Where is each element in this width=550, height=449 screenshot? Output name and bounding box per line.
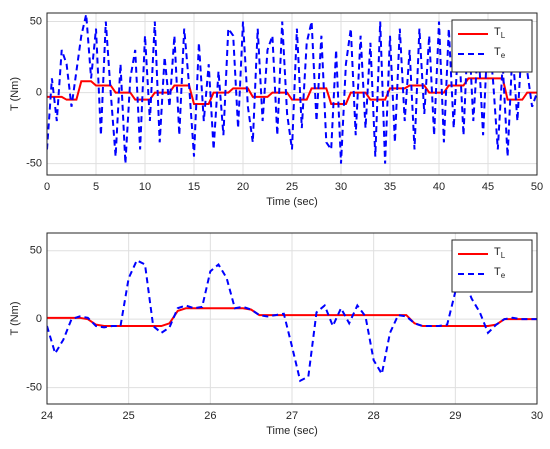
x-tick-label: 24	[41, 410, 53, 422]
x-tick-label: 35	[384, 181, 396, 193]
x-tick-label: 26	[204, 410, 216, 422]
legend-label: TL	[494, 246, 506, 260]
data-line	[47, 307, 537, 328]
legend-box	[451, 19, 533, 73]
x-tick-label: 40	[433, 181, 445, 193]
legend-label: Te	[494, 266, 506, 280]
x-tick-label: 25	[286, 181, 298, 193]
x-tick-label: 15	[188, 181, 200, 193]
y-tick-label: 0	[36, 86, 42, 98]
x-axis-label: Time (sec)	[266, 425, 318, 437]
x-tick-label: 25	[123, 410, 135, 422]
y-tick-label: 0	[36, 313, 42, 325]
y-tick-label: -50	[26, 381, 42, 393]
y-tick-label: -50	[26, 158, 42, 170]
data-line	[47, 14, 537, 164]
x-tick-label: 27	[286, 410, 298, 422]
series-group	[47, 14, 537, 164]
x-tick-label: 5	[93, 181, 99, 193]
x-tick-label: 10	[139, 181, 151, 193]
x-axis-label: Time (sec)	[266, 196, 318, 208]
y-tick-label: 50	[30, 15, 42, 27]
legend-box	[451, 239, 533, 293]
x-tick-label: 20	[237, 181, 249, 193]
plot-frame	[46, 232, 538, 405]
y-axis-label: T (Nm)	[9, 77, 21, 111]
plot-frame	[46, 12, 538, 176]
y-tick-label: 50	[30, 245, 42, 257]
x-tick-label: 29	[449, 410, 461, 422]
x-tick-label: 45	[482, 181, 494, 193]
x-tick-label: 30	[531, 410, 543, 422]
legend-label: TL	[494, 26, 506, 40]
y-axis-label: T (Nm)	[9, 301, 21, 335]
x-tick-label: 0	[44, 181, 50, 193]
x-tick-label: 30	[335, 181, 347, 193]
x-tick-label: 28	[368, 410, 380, 422]
legend-label: Te	[494, 46, 506, 60]
x-tick-label: 50	[531, 181, 543, 193]
